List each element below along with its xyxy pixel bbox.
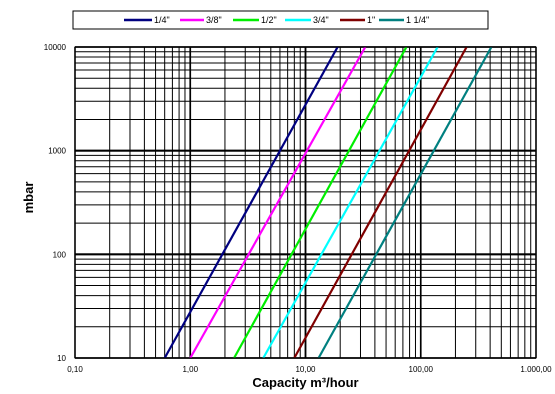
y-tick-label: 10 bbox=[57, 354, 66, 363]
y-tick-label: 10000 bbox=[44, 43, 67, 52]
x-tick-labels: 0,10 1,00 10,00 100,00 1.000,00 bbox=[67, 365, 552, 374]
legend-label-1: 3/8" bbox=[206, 15, 222, 25]
x-axis-title: Capacity m³/hour bbox=[252, 375, 358, 390]
series-line-3 bbox=[262, 46, 439, 359]
series-line-1 bbox=[189, 46, 367, 359]
plot-frame bbox=[74, 46, 537, 359]
legend-label-5: 1 1/4" bbox=[406, 15, 429, 25]
y-tick-label: 100 bbox=[53, 250, 67, 259]
y-tick-labels: 10 100 1000 10000 bbox=[44, 43, 67, 363]
series-lines bbox=[163, 46, 493, 359]
series-line-4 bbox=[293, 46, 468, 359]
x-tick-label: 1.000,00 bbox=[520, 365, 552, 374]
legend: 1/4" 3/8" 1/2" 3/4" 1" 1 1/4" bbox=[72, 10, 489, 30]
legend-label-2: 1/2" bbox=[261, 15, 277, 25]
x-tick-label: 100,00 bbox=[409, 365, 434, 374]
series-line-5 bbox=[317, 46, 493, 359]
plot-grid bbox=[74, 46, 537, 359]
x-tick-label: 0,10 bbox=[67, 365, 83, 374]
y-axis-title: mbar bbox=[21, 182, 36, 214]
series-line-2 bbox=[233, 46, 408, 359]
legend-label-3: 3/4" bbox=[313, 15, 329, 25]
x-tick-label: 10,00 bbox=[295, 365, 316, 374]
y-tick-label: 1000 bbox=[48, 147, 66, 156]
legend-label-0: 1/4" bbox=[154, 15, 170, 25]
x-tick-label: 1,00 bbox=[182, 365, 198, 374]
legend-label-4: 1" bbox=[367, 15, 375, 25]
series-line-0 bbox=[163, 46, 339, 359]
legend-box bbox=[72, 10, 489, 30]
